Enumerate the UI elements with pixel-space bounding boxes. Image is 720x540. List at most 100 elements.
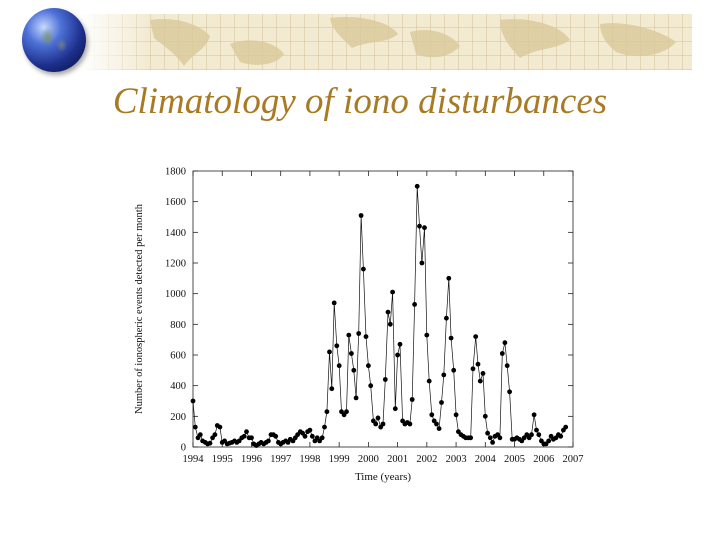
data-point [344, 409, 349, 415]
data-point [336, 363, 342, 369]
data-point [390, 289, 395, 295]
slide-title: Climatology of iono disturbances [112, 81, 608, 122]
data-point [207, 440, 213, 446]
plot-frame [192, 170, 574, 448]
y-tick-label: 800 [170, 320, 186, 331]
y-tick-label: 1200 [165, 259, 186, 270]
data-point [444, 315, 449, 321]
data-point [480, 371, 486, 376]
x-tick-label: 1997 [270, 454, 291, 465]
data-point [366, 363, 371, 369]
data-point [356, 331, 362, 336]
data-point [309, 433, 315, 439]
x-tick-label: 2005 [504, 454, 525, 465]
data-point [531, 412, 537, 418]
y-tick-label: 200 [170, 412, 186, 423]
data-point [392, 406, 398, 412]
data-point [451, 367, 457, 373]
data-point [470, 366, 476, 372]
data-point [426, 378, 432, 384]
data-point [414, 183, 420, 189]
data-point [241, 433, 247, 439]
data-point [363, 334, 369, 339]
banner-fade [80, 14, 150, 70]
data-point [190, 398, 196, 404]
x-tick-label: 1995 [212, 454, 233, 465]
series-line [192, 186, 566, 446]
data-point [434, 421, 439, 427]
data-point [395, 352, 400, 358]
data-point [324, 409, 330, 415]
data-point [192, 424, 198, 430]
data-point [302, 433, 308, 439]
data-point [473, 334, 479, 339]
x-tick-label: 1998 [299, 454, 320, 465]
data-point [497, 435, 503, 441]
data-point [502, 340, 508, 346]
data-point [387, 321, 393, 327]
y-axis-label: Number of ionospheric events detected pe… [134, 203, 145, 414]
data-points [190, 183, 569, 448]
data-point [563, 424, 569, 430]
data-point [487, 435, 493, 441]
data-point [419, 260, 425, 266]
data-point [439, 400, 444, 405]
x-tick-label: 2006 [533, 454, 554, 465]
data-point [375, 415, 381, 421]
y-tick-label: 0 [181, 443, 186, 454]
y-tick-label: 1600 [165, 197, 186, 208]
data-point [244, 429, 249, 435]
data-point [504, 363, 510, 369]
globe-icon [22, 8, 86, 72]
y-tick-label: 1400 [165, 228, 186, 239]
x-tick-labels: 1994 1995 1996 1997 1998 1999 2000 2001 2002 2003… [183, 454, 584, 465]
x-tick-label: 2001 [387, 454, 408, 465]
data-point [217, 424, 223, 430]
data-point [349, 351, 354, 356]
y-tick-label: 1000 [165, 289, 186, 300]
data-point [327, 349, 332, 355]
data-point [534, 427, 539, 433]
data-point [407, 421, 413, 427]
data-point [485, 430, 490, 436]
x-axis-label: Time (years) [355, 471, 411, 483]
data-point [529, 432, 534, 438]
data-point [397, 341, 403, 347]
data-point [429, 412, 435, 418]
x-tick-label: 1996 [241, 454, 262, 465]
data-point [536, 432, 542, 438]
data-point [358, 213, 364, 218]
y-tick-label: 400 [170, 381, 186, 392]
data-point [558, 433, 564, 439]
data-point [212, 432, 218, 438]
x-tick-label: 2003 [446, 454, 467, 465]
data-point [422, 225, 427, 231]
y-tick-label: 1800 [165, 167, 186, 178]
data-point [382, 377, 388, 382]
data-point [424, 332, 430, 338]
data-point [329, 386, 335, 392]
axis-ticks [192, 170, 574, 448]
data-point [322, 424, 327, 430]
data-point [385, 309, 391, 315]
data-point [331, 300, 337, 306]
data-point [468, 435, 474, 441]
data-point [477, 378, 483, 384]
x-tick-label: 2002 [416, 454, 437, 465]
data-point [546, 438, 552, 444]
data-point [307, 427, 313, 433]
data-point [373, 421, 379, 427]
data-point [409, 397, 415, 402]
data-point [368, 383, 374, 389]
data-point [448, 335, 454, 341]
data-point [475, 361, 481, 367]
world-map-background [150, 16, 676, 67]
data-point [273, 433, 279, 439]
data-point [351, 367, 357, 373]
data-point [249, 435, 254, 441]
data-point [353, 395, 359, 401]
x-tick-label: 2004 [475, 454, 497, 465]
data-point [490, 440, 495, 445]
data-point [334, 343, 340, 349]
